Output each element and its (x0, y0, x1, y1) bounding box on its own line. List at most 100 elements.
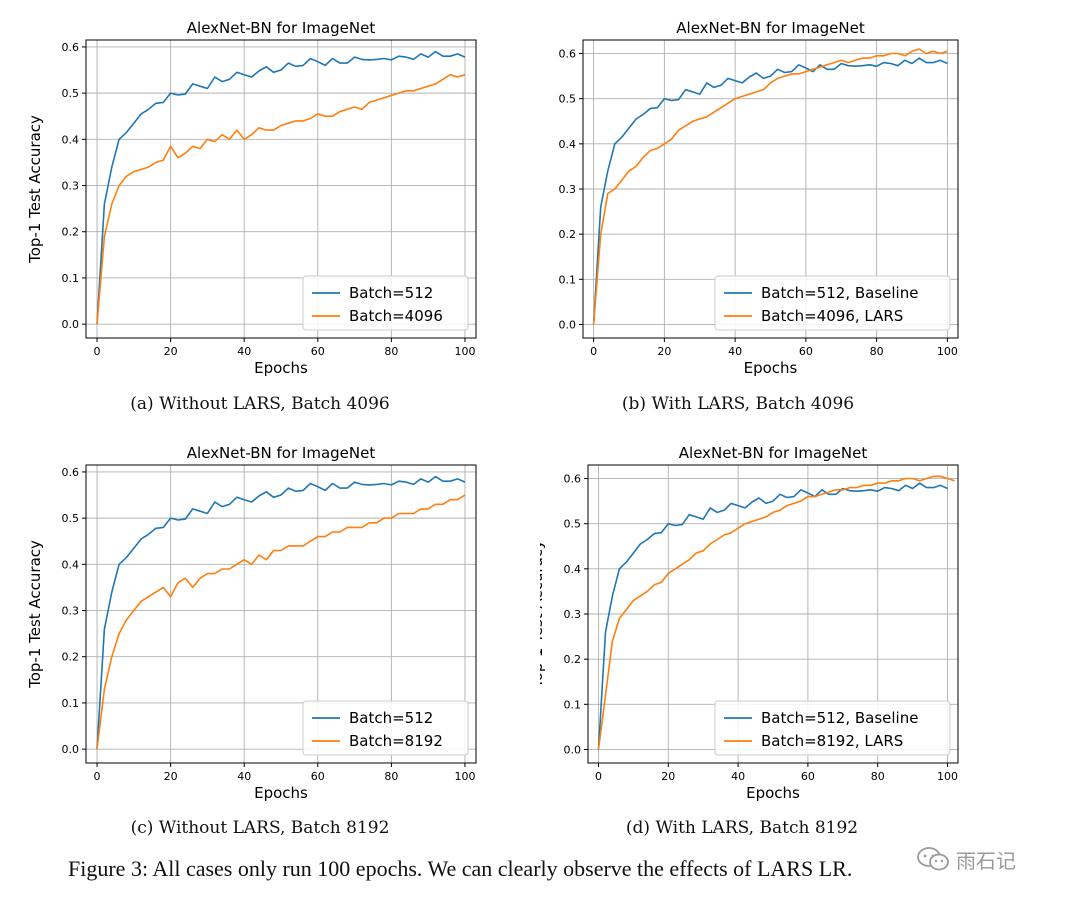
y-tick-label-c: 0.0 (62, 743, 80, 756)
x-tick-label-a: 0 (94, 345, 101, 358)
plot-frame-b (582, 39, 959, 339)
x-tick-label-d: 100 (937, 770, 958, 783)
legend-label-a-1: Batch=4096 (349, 307, 443, 325)
x-axis-label-c: Epochs (254, 784, 308, 802)
subcaption-c: (c) Without LARS, Batch 8192 (130, 818, 390, 838)
x-axis-label-b: Epochs (744, 359, 798, 377)
x-tick-label-b: 40 (728, 345, 742, 358)
watermark-text: 雨石记 (956, 848, 1016, 873)
chart-panel-a: 0 20 40 60 80 100 0.0 0.1 0.2 0.3 0.4 0.5 0.6 AlexNet… (0, 0, 540, 385)
x-tick-label-c: 80 (384, 770, 398, 783)
legend-label-d-0: Batch=512, Baseline (761, 709, 918, 727)
wechat-icon (917, 847, 949, 871)
x-tick-label-c: 20 (164, 770, 178, 783)
legend-box-c (302, 700, 469, 756)
plot-frame-c (85, 464, 477, 764)
y-axis-label-b: Top-1 Test Accuracy (540, 115, 541, 264)
y-tick-label-c: 0.4 (62, 558, 80, 571)
watermark: 雨石记 (916, 844, 1016, 874)
series-line-a-blue (96, 50, 466, 325)
y-tick-label-a: 0.4 (62, 133, 80, 146)
y-tick-label-c: 0.2 (62, 651, 80, 664)
legend-box-a (302, 275, 469, 331)
subcaption-b: (b) With LARS, Batch 4096 (621, 394, 855, 414)
x-tick-label-b: 80 (870, 345, 884, 358)
chart-title-b: AlexNet-BN for ImageNet (676, 19, 865, 37)
x-tick-label-a: 60 (311, 345, 325, 358)
series-line-a-orange (96, 73, 466, 325)
x-tick-label-b: 100 (937, 345, 958, 358)
legend-label-c-0: Batch=512 (349, 709, 433, 727)
figure-caption: Figure 3: All cases only run 100 epochs.… (68, 856, 853, 881)
x-axis-label-a: Epochs (254, 359, 308, 377)
series-line-d-blue (597, 482, 948, 750)
y-tick-label-d: 0.3 (564, 608, 582, 621)
plot-frame-a (85, 39, 477, 339)
chart-b: 0 20 40 60 80 100 0.0 0.1 0.2 0.3 0.4 0.5 0.6 AlexNet… (540, 19, 959, 377)
legend-label-c-1: Batch=8192 (349, 732, 443, 750)
legend-label-d-1: Batch=8192, LARS (761, 732, 903, 750)
y-tick-label-a: 0.6 (62, 41, 80, 54)
chart-panel-d: 0 20 40 60 80 100 0.0 0.1 0.2 0.3 0.4 0.5 0.6 AlexNet… (540, 425, 1080, 810)
y-tick-label-c: 0.5 (62, 512, 80, 525)
chart-a: 0 20 40 60 80 100 0.0 0.1 0.2 0.3 0.4 0.5 0.6 AlexNet… (26, 19, 477, 377)
y-tick-label-c: 0.6 (62, 466, 80, 479)
y-tick-label-d: 0.4 (564, 563, 582, 576)
x-tick-label-d: 40 (731, 770, 745, 783)
x-tick-label-a: 20 (164, 345, 178, 358)
y-tick-label-a: 0.5 (62, 87, 80, 100)
plot-frame-d (587, 464, 959, 764)
x-tick-label-c: 0 (94, 770, 101, 783)
chart-panel-c: 0 20 40 60 80 100 0.0 0.1 0.2 0.3 0.4 0.5 0.6 AlexNet… (0, 425, 540, 810)
legend-label-b-0: Batch=512, Baseline (761, 284, 918, 302)
y-tick-label-d: 0.1 (564, 698, 582, 711)
y-axis-label-d: Top-1 Test Accuracy (540, 540, 546, 689)
series-line-d-orange (597, 475, 955, 750)
chart-title-d: AlexNet-BN for ImageNet (679, 444, 868, 462)
x-tick-label-d: 0 (595, 770, 602, 783)
legend-label-a-0: Batch=512 (349, 284, 433, 302)
y-tick-label-d: 0.5 (564, 518, 582, 531)
y-tick-label-a: 0.1 (62, 272, 80, 285)
y-tick-label-a: 0.0 (62, 318, 80, 331)
y-tick-label-a: 0.3 (62, 180, 80, 193)
x-tick-label-d: 80 (871, 770, 885, 783)
legend-box-d (714, 700, 951, 756)
legend-box-b (714, 275, 951, 331)
subcaption-d: (d) With LARS, Batch 8192 (625, 818, 859, 838)
y-axis-label-c: Top-1 Test Accuracy (26, 540, 44, 689)
y-tick-label-d: 0.6 (564, 473, 582, 486)
y-tick-label-b: 0.0 (559, 318, 577, 331)
y-tick-label-b: 0.1 (559, 273, 577, 286)
x-tick-label-d: 20 (661, 770, 675, 783)
y-tick-label-c: 0.3 (62, 605, 80, 618)
x-tick-label-c: 60 (311, 770, 325, 783)
series-line-c-blue (96, 475, 466, 750)
y-axis-label-a: Top-1 Test Accuracy (26, 115, 44, 264)
legend-label-b-1: Batch=4096, LARS (761, 307, 903, 325)
chart-title-c: AlexNet-BN for ImageNet (187, 444, 376, 462)
x-tick-label-b: 20 (657, 345, 671, 358)
x-tick-label-d: 60 (801, 770, 815, 783)
y-tick-label-a: 0.2 (62, 226, 80, 239)
series-line-b-blue (592, 57, 948, 325)
series-line-b-orange (592, 48, 948, 325)
y-tick-label-d: 0.2 (564, 653, 582, 666)
x-tick-label-a: 80 (384, 345, 398, 358)
y-tick-label-b: 0.5 (559, 93, 577, 106)
chart-title-a: AlexNet-BN for ImageNet (187, 19, 376, 37)
y-tick-label-b: 0.6 (559, 48, 577, 61)
chart-panel-b: 0 20 40 60 80 100 0.0 0.1 0.2 0.3 0.4 0.5 0.6 AlexNet… (540, 0, 1080, 385)
x-axis-label-d: Epochs (746, 784, 800, 802)
series-line-c-orange (96, 494, 466, 750)
chart-d: 0 20 40 60 80 100 0.0 0.1 0.2 0.3 0.4 0.5 0.6 AlexNet… (540, 444, 959, 802)
y-tick-label-b: 0.2 (559, 228, 577, 241)
y-tick-label-b: 0.3 (559, 183, 577, 196)
x-tick-label-c: 100 (454, 770, 475, 783)
y-tick-label-c: 0.1 (62, 697, 80, 710)
x-tick-label-b: 0 (590, 345, 597, 358)
subcaption-a: (a) Without LARS, Batch 4096 (130, 394, 390, 414)
x-tick-label-b: 60 (799, 345, 813, 358)
x-tick-label-c: 40 (237, 770, 251, 783)
x-tick-label-a: 40 (237, 345, 251, 358)
